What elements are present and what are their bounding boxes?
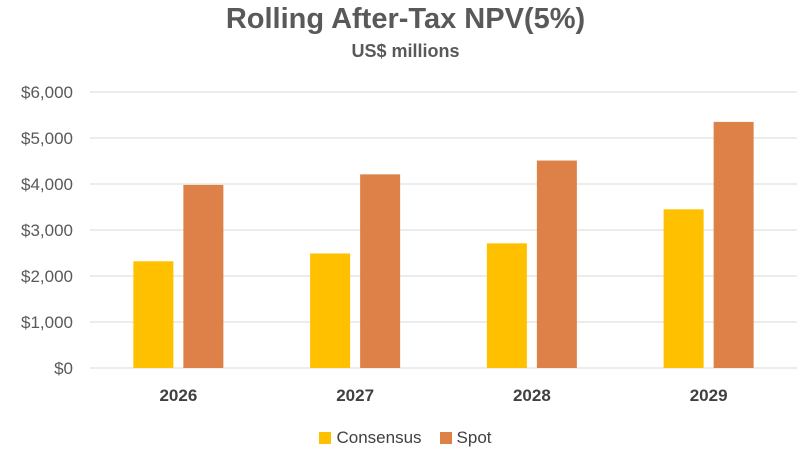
- x-tick-label: 2027: [336, 386, 374, 405]
- y-tick-label: $3,000: [21, 221, 73, 240]
- y-tick-label: $6,000: [21, 83, 73, 102]
- chart-subtitle: US$ millions: [351, 41, 460, 61]
- y-tick-label: $5,000: [21, 129, 73, 148]
- bar-consensus-2028: [486, 243, 527, 368]
- legend-label-spot: Spot: [456, 428, 492, 447]
- legend-label-consensus: Consensus: [336, 428, 422, 447]
- bar-spot-2029: [713, 121, 754, 369]
- bar-spot-2028: [536, 160, 577, 368]
- legend-swatch-consensus: [319, 432, 332, 444]
- bar-consensus-2027: [310, 253, 351, 368]
- y-tick-label: $1,000: [21, 313, 73, 332]
- legend-entry-consensus: Consensus: [319, 428, 422, 448]
- y-tick-label: $2,000: [21, 267, 73, 286]
- bar-spot-2027: [360, 174, 401, 368]
- bar-spot-2026: [183, 184, 224, 368]
- legend-swatch-spot: [439, 432, 452, 444]
- legend-entry-spot: Spot: [439, 428, 492, 448]
- x-tick-label: 2026: [159, 386, 197, 405]
- chart-title: Rolling After-Tax NPV(5%): [225, 3, 586, 35]
- x-tick-label: 2029: [690, 386, 728, 405]
- x-tick-label: 2028: [513, 386, 551, 405]
- legend: Consensus Spot: [0, 428, 811, 448]
- bar-consensus-2026: [133, 261, 174, 368]
- y-tick-label: $0: [54, 359, 73, 378]
- bar-consensus-2029: [663, 209, 704, 368]
- y-tick-label: $4,000: [21, 175, 73, 194]
